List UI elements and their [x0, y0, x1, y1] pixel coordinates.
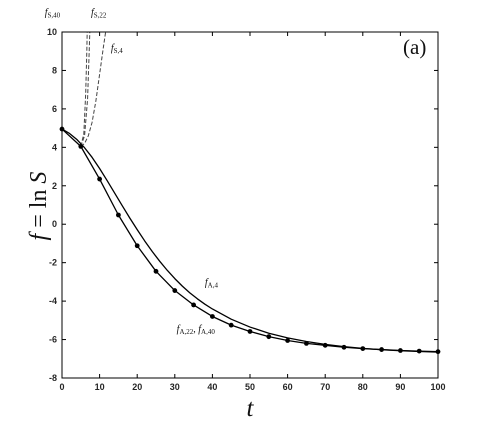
x-tick-label: 80 — [358, 382, 368, 392]
annotation-base: f — [205, 278, 209, 289]
plot-frame — [61, 31, 439, 379]
annotation-base: , f — [193, 324, 202, 335]
annotation-subscript: S,22 — [94, 12, 107, 20]
x-tick-label: 20 — [132, 382, 142, 392]
annotation-base: f — [91, 8, 95, 19]
series-line-4 — [80, 31, 88, 147]
x-tick-label: 0 — [59, 382, 64, 392]
data-point — [341, 344, 347, 350]
y-tick-label: -4 — [49, 296, 57, 306]
data-point — [97, 176, 102, 182]
data-point — [266, 334, 272, 340]
series-annotation: fA,4 — [205, 278, 219, 290]
annotation-subscript: A,22 — [179, 328, 193, 336]
y-tick-label: 0 — [52, 219, 57, 229]
x-axis-title: t — [247, 395, 255, 422]
data-point — [416, 348, 422, 354]
data-point — [172, 288, 178, 293]
y-axis-title-text: f = ln S — [26, 172, 52, 241]
series-annotation: fS,22 — [91, 8, 107, 20]
x-tick-label: 30 — [170, 382, 180, 392]
data-point — [134, 243, 140, 249]
data-point — [398, 348, 403, 353]
plot-background — [62, 32, 438, 378]
data-point — [360, 346, 366, 351]
series-annotation: fS,40 — [45, 8, 61, 20]
y-tick-label: 8 — [52, 65, 57, 75]
y-tick-label: -2 — [49, 258, 57, 268]
data-point — [304, 341, 309, 346]
data-point — [247, 329, 253, 334]
x-tick-label: 90 — [395, 382, 405, 392]
y-tick-label: -6 — [49, 335, 57, 345]
x-tick-label: 100 — [430, 382, 445, 392]
annotation-subscript: S,4 — [114, 47, 124, 55]
data-point — [322, 342, 328, 348]
annotation-subscript: S,40 — [47, 12, 60, 20]
x-tick-label: 70 — [320, 382, 330, 392]
data-point — [210, 314, 215, 319]
data-point — [116, 212, 121, 218]
y-axis-title-part: = — [26, 214, 52, 234]
annotation-base: f — [177, 324, 181, 335]
y-tick-label: 6 — [52, 104, 57, 114]
x-tick-label: 60 — [283, 382, 293, 392]
data-point — [191, 302, 197, 308]
series-annotation: fS,4 — [111, 43, 123, 55]
data-point — [78, 143, 84, 149]
panel-label: (a) — [403, 35, 426, 59]
series-line-3 — [80, 31, 91, 147]
annotation-subscript: A,4 — [208, 282, 219, 290]
annotation-base: f — [45, 8, 49, 19]
data-point — [379, 347, 384, 352]
annotation-subscript: A,40 — [201, 328, 215, 336]
data-point — [285, 338, 290, 343]
y-tick-label: 2 — [52, 181, 57, 191]
y-tick-label: 4 — [52, 142, 57, 152]
series-markers — [59, 126, 441, 355]
series-annotation: fA,22, fA,40 — [177, 324, 216, 336]
annotation-base: f — [111, 43, 115, 54]
series-line-0 — [61, 128, 439, 353]
x-tick-label: 50 — [245, 382, 255, 392]
y-tick-label: -8 — [49, 373, 57, 383]
data-point — [153, 268, 159, 274]
x-tick-label: 40 — [207, 382, 217, 392]
y-tick-label: 10 — [47, 27, 57, 37]
axis-ticks: 0 10 20 30 40 50 60 70 80 90 100 -8 -6 -4 -2 0 2 4 6 8 10 — [47, 27, 446, 392]
series-line-2 — [80, 31, 107, 147]
x-tick-label: 10 — [95, 382, 105, 392]
y-axis-title-part: ln — [26, 190, 52, 215]
y-axis-title-part: S — [26, 172, 52, 190]
y-axis-title-part: f — [26, 230, 52, 240]
y-axis-title: f = ln S — [26, 172, 52, 241]
data-point — [228, 322, 234, 328]
